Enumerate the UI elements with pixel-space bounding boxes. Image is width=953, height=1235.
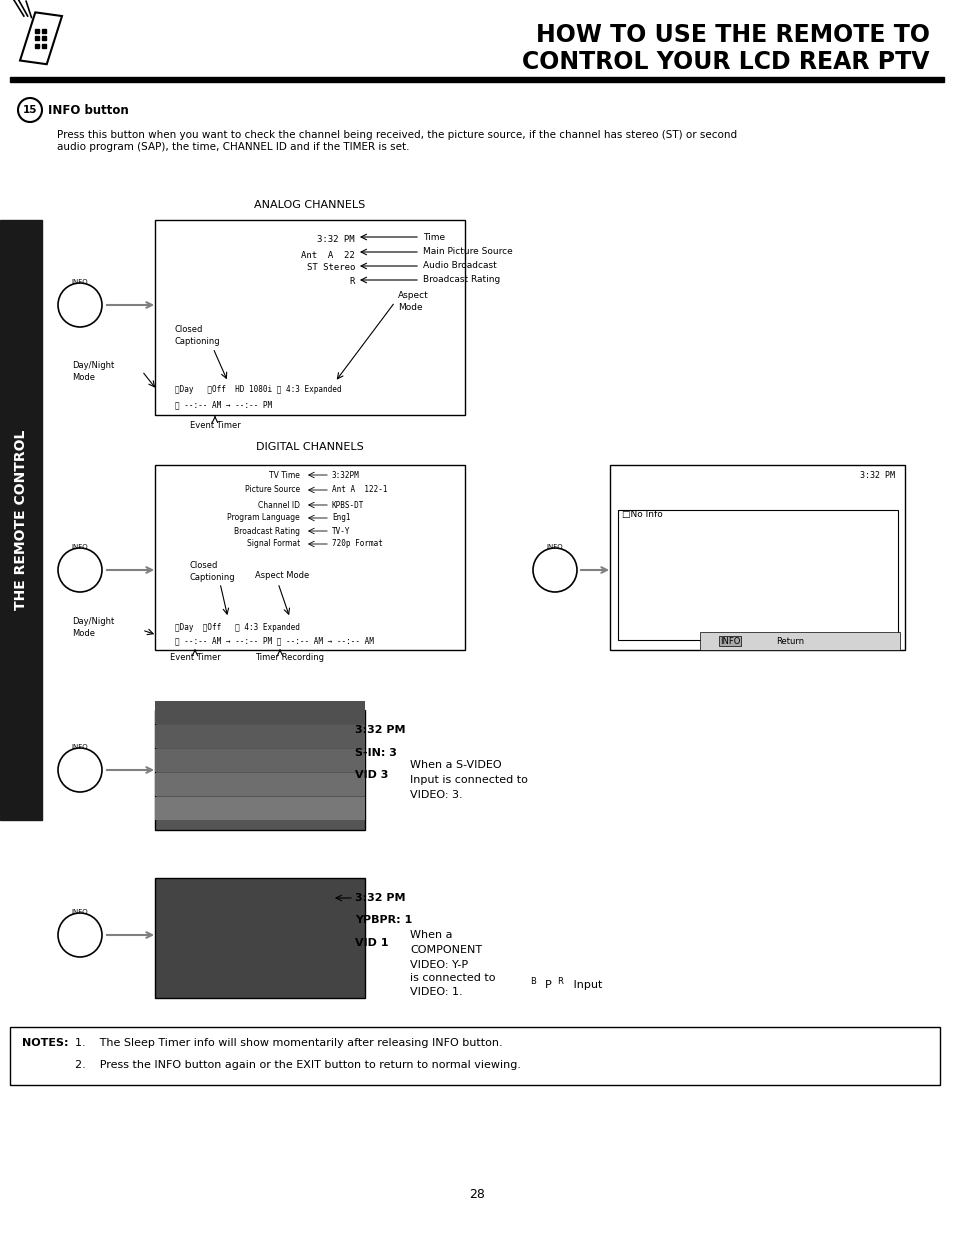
Text: YPBPR: 1: YPBPR: 1 [355,915,412,925]
Text: 15: 15 [23,105,37,115]
Bar [618,510,897,640]
Bar [700,632,899,650]
Text: Return: Return [775,636,803,646]
Text: Broadcast Rating: Broadcast Rating [422,275,499,284]
Text: VID 3: VID 3 [355,769,388,781]
Bar [609,466,904,650]
Bar [154,220,464,415]
Text: THE REMOTE CONTROL: THE REMOTE CONTROL [14,430,28,610]
Text: Signal Format: Signal Format [247,540,299,548]
Text: TV Time: TV Time [269,471,299,479]
Text: INFO: INFO [71,279,89,285]
Text: Main Picture Source: Main Picture Source [422,247,512,257]
Text: Ant A  122-1: Ant A 122-1 [332,485,387,494]
Text: Program Language: Program Language [227,514,299,522]
Bar [154,725,365,748]
Text: ⌛ --:-- AM → --:-- PM: ⌛ --:-- AM → --:-- PM [174,400,272,410]
Text: Audio Broadcast: Audio Broadcast [422,262,497,270]
Text: When a S-VIDEO
Input is connected to
VIDEO: 3.: When a S-VIDEO Input is connected to VID… [410,761,527,800]
Text: INFO button: INFO button [48,104,129,116]
Text: INFO: INFO [546,543,562,550]
Text: Event Timer: Event Timer [170,653,220,662]
Text: Event Timer: Event Timer [190,420,240,430]
Text: Aspect: Aspect [397,291,428,300]
Text: Aspect Mode: Aspect Mode [254,572,309,580]
Bar [154,878,365,998]
Text: 3:32 PM: 3:32 PM [859,471,894,479]
Bar [10,77,943,82]
Text: CONTROL YOUR LCD REAR PTV: CONTROL YOUR LCD REAR PTV [522,49,929,74]
Text: Closed: Closed [190,561,218,569]
Bar [154,748,365,772]
Text: Captioning: Captioning [174,337,220,347]
Text: Press this button when you want to check the channel being received, the picture: Press this button when you want to check… [57,130,737,152]
Text: B: B [530,977,536,987]
Text: ⓓDay   ⓍOff  HD 1080i Ⓐ 4:3 Expanded: ⓓDay ⓍOff HD 1080i Ⓐ 4:3 Expanded [174,385,341,394]
Bar [154,773,365,797]
Text: INFO: INFO [720,636,740,646]
Text: S-IN: 3: S-IN: 3 [355,748,396,758]
Text: INFO: INFO [71,543,89,550]
Text: is connected to
VIDEO: 1.: is connected to VIDEO: 1. [410,973,495,998]
Text: Day/Night: Day/Night [71,618,114,626]
Text: 1.    The Sleep Timer info will show momentarily after releasing INFO button.: 1. The Sleep Timer info will show moment… [75,1037,502,1049]
Bar [0,220,42,820]
Bar [10,1028,939,1086]
Bar [154,797,365,820]
Text: Captioning: Captioning [190,573,235,582]
Text: R: R [557,977,562,987]
Bar [154,701,365,724]
Text: DIGITAL CHANNELS: DIGITAL CHANNELS [255,442,363,452]
Text: Closed: Closed [174,326,203,335]
Text: Mode: Mode [71,630,95,638]
Text: Broadcast Rating: Broadcast Rating [233,526,299,536]
Text: Time: Time [422,232,445,242]
Text: ⓓDay  ⓍOff   Ⓐ 4:3 Expanded: ⓓDay ⓍOff Ⓐ 4:3 Expanded [174,624,299,632]
Text: 3:32 PM: 3:32 PM [355,893,405,903]
Text: ANALOG CHANNELS: ANALOG CHANNELS [254,200,365,210]
Text: ⌛ --:-- AM → --:-- PM ⓖ --:-- AM → --:-- AM: ⌛ --:-- AM → --:-- PM ⓖ --:-- AM → --:--… [174,636,374,646]
Text: 2.    Press the INFO button again or the EXIT button to return to normal viewing: 2. Press the INFO button again or the EX… [75,1060,520,1070]
Bar [154,710,365,830]
Text: Mode: Mode [71,373,95,382]
Text: Eng1: Eng1 [332,514,350,522]
Text: KPBS-DT: KPBS-DT [332,500,364,510]
Text: P: P [544,981,551,990]
Text: Day/Night: Day/Night [71,361,114,369]
Text: 3:32 PM: 3:32 PM [317,236,355,245]
Text: VID 1: VID 1 [355,939,388,948]
Text: Picture Source: Picture Source [245,485,299,494]
Text: □No Info: □No Info [621,510,662,520]
Text: NOTES:: NOTES: [22,1037,69,1049]
Text: Channel ID: Channel ID [257,500,299,510]
Text: 720p Format: 720p Format [332,540,382,548]
Text: ST Stereo: ST Stereo [306,263,355,273]
Text: 3:32 PM: 3:32 PM [355,725,405,735]
Text: R: R [349,278,355,287]
Text: Timer Recording: Timer Recording [255,653,324,662]
Text: 3:32PM: 3:32PM [332,471,359,479]
Text: Ant  A  22: Ant A 22 [301,251,355,259]
Text: INFO: INFO [71,743,89,750]
Text: Mode: Mode [397,304,422,312]
Text: INFO: INFO [71,909,89,915]
Text: Input: Input [569,981,601,990]
Text: 28: 28 [469,1188,484,1202]
Text: HOW TO USE THE REMOTE TO: HOW TO USE THE REMOTE TO [536,23,929,47]
Text: When a
COMPONENT
VIDEO: Y-P: When a COMPONENT VIDEO: Y-P [410,930,481,969]
Text: TV-Y: TV-Y [332,526,350,536]
Bar [154,466,464,650]
